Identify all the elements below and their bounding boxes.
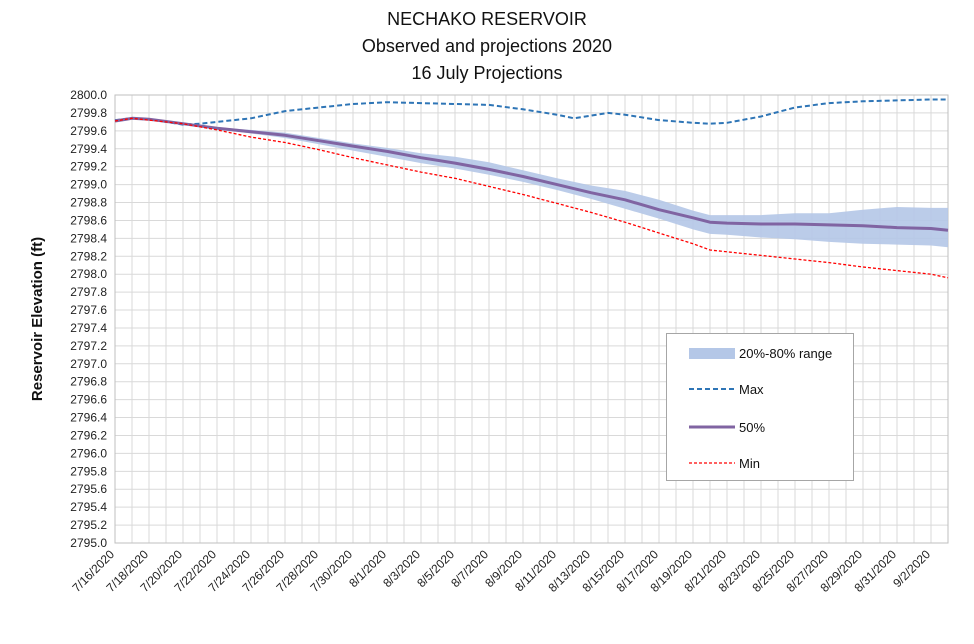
legend-swatch-min xyxy=(689,456,735,470)
legend-label-range: 20%-80% range xyxy=(739,345,833,361)
series-line-max xyxy=(114,98,948,126)
legend-swatch-max xyxy=(689,382,735,396)
y-tick-label: 2799.2 xyxy=(70,160,107,174)
chart-title-block: NECHAKO RESERVOIR Observed and projectio… xyxy=(0,6,974,87)
y-tick-label: 2797.8 xyxy=(70,285,107,299)
y-tick-label: 2796.0 xyxy=(70,446,107,460)
y-tick-label: 2795.4 xyxy=(70,500,107,514)
legend-swatch-range xyxy=(689,346,735,360)
series-line-min xyxy=(114,117,949,279)
y-tick-label: 2798.2 xyxy=(70,249,107,263)
legend-swatch-median xyxy=(689,420,735,434)
y-tick-label: 2796.2 xyxy=(70,428,107,442)
y-tick-label: 2798.6 xyxy=(70,213,107,227)
y-tick-label: 2797.2 xyxy=(70,339,107,353)
y-tick-label: 2795.2 xyxy=(70,518,107,532)
y-tick-label: 2797.4 xyxy=(70,321,107,335)
series-band-20-80 xyxy=(115,119,948,248)
legend-item-max: Max xyxy=(667,379,764,399)
y-tick-label: 2797.6 xyxy=(70,303,107,317)
legend-label-max: Max xyxy=(739,381,764,397)
y-tick-label: 2799.0 xyxy=(70,178,107,192)
chart-subtitle: Observed and projections 2020 xyxy=(361,36,613,56)
legend-item-range: 20%-80% range xyxy=(667,343,832,363)
x-tick-label: 9/2/2020 xyxy=(890,547,933,590)
y-tick-label: 2799.4 xyxy=(70,142,107,156)
y-tick-label: 2796.4 xyxy=(70,411,107,425)
legend-label-min: Min xyxy=(739,455,760,471)
chart-subtitle-date: 16 July Projections xyxy=(411,63,563,83)
plot-area-border xyxy=(114,94,949,544)
y-tick-label: 2795.8 xyxy=(70,464,107,478)
y-tick-label: 2798.0 xyxy=(70,267,107,281)
y-tick-label: 2800.0 xyxy=(70,88,107,102)
legend-item-median: 50% xyxy=(667,417,765,437)
y-tick-label: 2798.4 xyxy=(70,231,107,245)
y-tick-label: 2799.8 xyxy=(70,106,107,120)
y-axis-title: Reservoir Elevation (ft) xyxy=(29,237,46,401)
y-tick-label: 2799.6 xyxy=(70,124,107,138)
chart-title: NECHAKO RESERVOIR xyxy=(387,9,587,29)
y-tick-label: 2795.0 xyxy=(70,536,107,550)
y-tick-label: 2796.6 xyxy=(70,393,107,407)
series-line-median xyxy=(114,116,949,232)
chart-legend: 20%-80% range Max 50% Min xyxy=(666,333,854,481)
y-tick-label: 2798.8 xyxy=(70,196,107,210)
y-tick-label: 2797.0 xyxy=(70,357,107,371)
y-tick-label: 2796.8 xyxy=(70,375,107,389)
y-tick-label: 2795.6 xyxy=(70,482,107,496)
legend-item-min: Min xyxy=(667,453,760,473)
legend-label-median: 50% xyxy=(739,419,766,435)
